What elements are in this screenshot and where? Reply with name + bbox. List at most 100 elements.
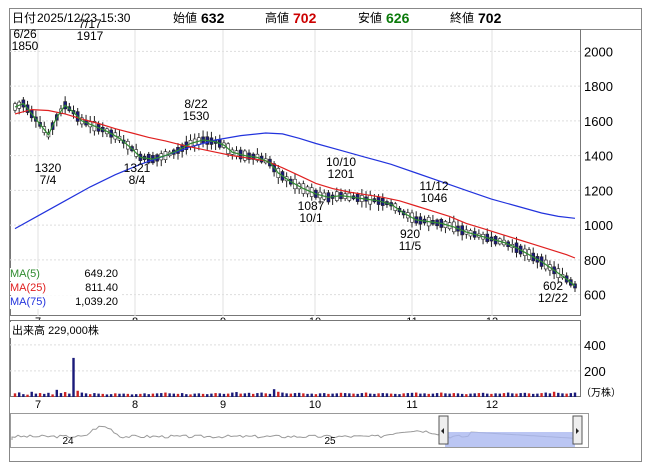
volume-bar (247, 392, 251, 397)
volume-bar (222, 393, 226, 397)
volume-bar (109, 394, 113, 397)
low-label: 安値 (358, 11, 383, 25)
annotation-date: 6/26 (13, 27, 37, 41)
legend-ma25: MA(25) 811.40 (10, 282, 122, 295)
volume-bar (185, 394, 188, 397)
volume-bar (389, 393, 393, 397)
legend-ma5: MA(5) 649.20 (10, 268, 122, 281)
navigator-selection (445, 432, 575, 447)
volume-bar (394, 393, 397, 397)
volume-bar (502, 393, 506, 397)
volume-bar (318, 393, 322, 397)
volume-bar (164, 392, 167, 397)
annotation-value: 1917 (77, 29, 104, 43)
volume-bar (126, 393, 130, 397)
volume-bar (239, 393, 242, 397)
volume-bar (406, 393, 410, 397)
volume-bar (314, 394, 318, 397)
volume-bar (134, 394, 138, 397)
volume-bar (481, 392, 485, 397)
ma25-line (14, 108, 576, 259)
volume-bar (231, 392, 234, 397)
price-tick-label: 1800 (584, 79, 613, 94)
volume-bar (80, 392, 84, 397)
volume-bar (97, 393, 100, 397)
volume-bar (72, 357, 75, 397)
ma75-line (14, 132, 576, 230)
volume-bar (226, 393, 230, 397)
volume-bar (469, 393, 472, 397)
volume-bar (452, 393, 456, 397)
volume-month-label: 7 (35, 399, 41, 411)
annotation-value: 920 (400, 227, 420, 241)
volume-bar (540, 393, 543, 397)
volume-month-label: 10 (309, 399, 321, 411)
volume-bar (356, 393, 359, 397)
volume-bar (47, 392, 50, 397)
volume-bar (506, 392, 510, 397)
price-tick-label: 600 (584, 288, 606, 303)
volume-bar (398, 394, 401, 397)
volume-bar (515, 393, 518, 397)
price-panel (10, 29, 581, 316)
volume-bar (264, 393, 267, 397)
annotation-value: 1046 (421, 191, 448, 205)
volume-bar (155, 393, 159, 397)
volume-bar (331, 393, 334, 397)
volume-bar (360, 393, 364, 397)
price-tick-label: 1200 (584, 183, 613, 198)
volume-bar (118, 393, 121, 397)
volume-bar (523, 392, 527, 397)
volume-bar (289, 393, 293, 397)
volume-bar (444, 393, 447, 397)
volume-month-label: 9 (220, 399, 226, 411)
volume-bar (431, 393, 435, 397)
close-value-text: 702 (478, 10, 502, 26)
volume-bar (214, 393, 217, 397)
high-value-text: 702 (293, 10, 317, 26)
volume-bar (381, 393, 384, 397)
open-value: 632 (201, 9, 224, 27)
annotation-date: 8/4 (129, 173, 146, 187)
volume-bar (84, 393, 88, 397)
volume-bar (548, 393, 552, 397)
volume-bar (297, 392, 301, 397)
volume-bar (105, 394, 109, 397)
volume-bar (519, 393, 522, 397)
price-tick-label: 800 (584, 253, 606, 268)
annotation-value: 1321 (124, 161, 151, 175)
volume-bar (440, 392, 443, 397)
price-tick-label: 1400 (584, 149, 613, 164)
volume-bar (277, 391, 280, 397)
volume-title: 出来高 229,000株 (10, 322, 101, 338)
volume-bar (43, 393, 46, 397)
volume-tick-label: 400 (584, 338, 606, 353)
volume-bar (260, 392, 263, 397)
volume-bar (456, 393, 460, 397)
volume-bar (310, 393, 313, 397)
volume-bar (130, 394, 134, 397)
annotation-value: 1320 (35, 161, 62, 175)
navigator-arrow-left-icon (441, 428, 444, 434)
volume-bar (143, 393, 146, 397)
annotation-date: 11/5 (399, 239, 422, 253)
volume-bar (89, 394, 92, 397)
annotation-value: 1850 (12, 39, 39, 53)
volume-bar (114, 393, 117, 397)
volume-bar (498, 393, 501, 397)
volume-bar (473, 393, 476, 397)
volume-bar (511, 393, 514, 397)
volume-bar (122, 393, 125, 397)
navigator-panel (10, 413, 589, 448)
volume-bar (293, 393, 297, 397)
low-value-text: 626 (386, 10, 410, 26)
volume-bar (343, 393, 347, 397)
navigator-year-label: 25 (324, 436, 336, 447)
annotation-date: 11/12 (419, 179, 448, 193)
volume-bar (348, 393, 351, 397)
volume-bar (477, 393, 481, 397)
volume-bar (206, 394, 209, 397)
annotation-value: 602 (543, 279, 563, 293)
volume-bar (402, 393, 405, 397)
volume-bar (490, 393, 493, 397)
